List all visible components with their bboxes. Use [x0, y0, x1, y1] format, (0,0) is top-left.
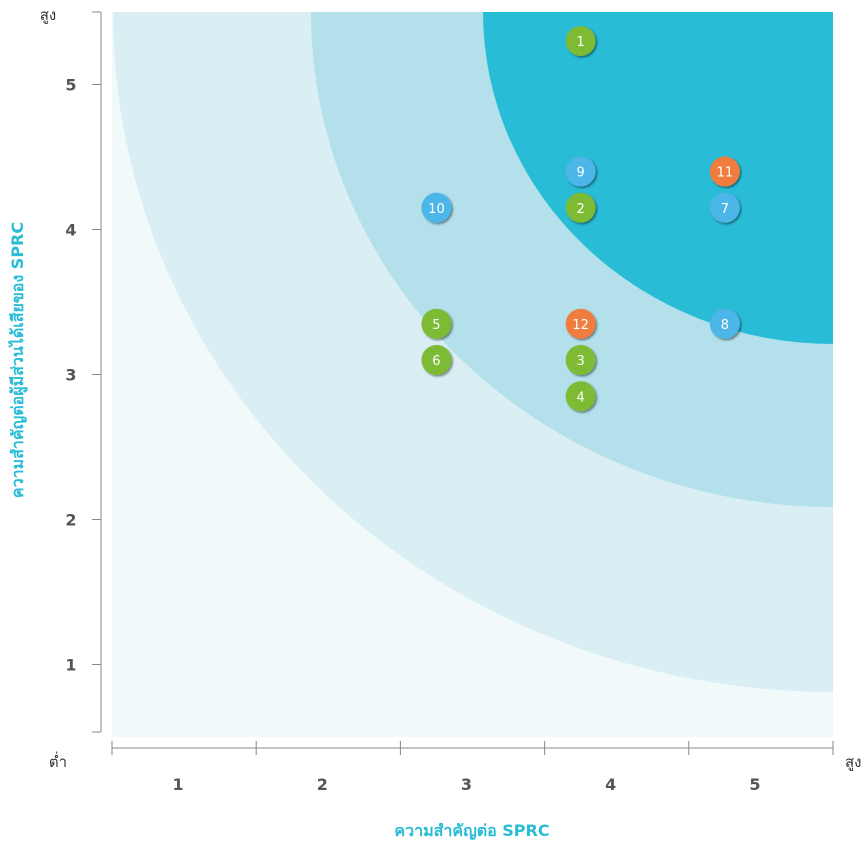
- x-axis-title: ความสำคัญต่อ SPRC: [394, 821, 549, 841]
- data-point-marker: [565, 156, 596, 187]
- x-tick-label: 4: [605, 775, 616, 794]
- data-point-label: 8: [721, 318, 729, 333]
- zone-high: [483, 12, 833, 344]
- data-point-11: 11: [709, 156, 740, 187]
- data-point-label: 7: [721, 202, 729, 217]
- data-point-12: 12: [565, 308, 596, 339]
- x-tick-label: 1: [173, 775, 184, 794]
- axes: [100, 12, 833, 749]
- data-point-marker: [565, 345, 596, 375]
- data-point-6: 6: [421, 345, 452, 375]
- data-point-label: 11: [717, 166, 734, 181]
- data-point-label: 3: [577, 354, 585, 369]
- data-point-label: 10: [428, 202, 445, 217]
- x-axis-tick-labels: 1 2 3 4 5: [173, 775, 761, 794]
- data-point-1: 1: [565, 26, 596, 56]
- data-point-4: 4: [565, 381, 596, 412]
- y-tick-label: 5: [65, 76, 76, 95]
- data-point-label: 2: [577, 202, 585, 217]
- y-tick-label: 2: [65, 511, 76, 530]
- priority-zones: [112, 12, 833, 737]
- data-point-3: 3: [565, 345, 596, 375]
- data-point-9: 9: [565, 156, 596, 187]
- y-axis-high-label: สูง: [40, 6, 56, 24]
- y-tick-label: 1: [65, 656, 76, 675]
- x-axis-low-label: ต่ำ: [49, 751, 67, 771]
- y-axis-title: ความสำคัญต่อผู้มีส่วนได้เสียของ SPRC: [8, 222, 29, 498]
- y-tick-label: 4: [65, 221, 76, 240]
- data-point-marker: [709, 308, 740, 339]
- data-point-marker: [421, 308, 452, 339]
- data-point-marker: [709, 192, 740, 223]
- data-point-label: 6: [432, 354, 440, 369]
- data-point-marker: [421, 192, 452, 223]
- x-axis-ticks: [111, 741, 834, 755]
- data-point-8: 8: [709, 308, 740, 339]
- data-point-label: 12: [572, 318, 589, 333]
- y-axis-tick-labels: 1 2 3 4 5: [65, 76, 76, 675]
- data-point-2: 2: [565, 192, 596, 223]
- data-point-label: 1: [577, 35, 585, 50]
- data-point-7: 7: [709, 192, 740, 223]
- x-tick-label: 5: [749, 775, 760, 794]
- data-point-marker: [565, 308, 596, 339]
- data-point-marker: [565, 192, 596, 223]
- data-point-marker: [565, 26, 596, 56]
- data-point-10: 10: [421, 192, 452, 223]
- y-tick-label: 3: [65, 366, 76, 385]
- y-axis-ticks: [92, 11, 101, 733]
- x-axis-high-label: สูง: [845, 753, 861, 771]
- x-tick-label: 2: [317, 775, 328, 794]
- data-point-label: 4: [577, 390, 585, 405]
- data-point-5: 5: [421, 308, 452, 339]
- data-point-label: 9: [577, 166, 585, 181]
- data-point-marker: [421, 345, 452, 375]
- x-tick-label: 3: [461, 775, 472, 794]
- data-point-marker: [709, 156, 740, 187]
- data-point-label: 5: [432, 318, 440, 333]
- data-point-marker: [565, 381, 596, 412]
